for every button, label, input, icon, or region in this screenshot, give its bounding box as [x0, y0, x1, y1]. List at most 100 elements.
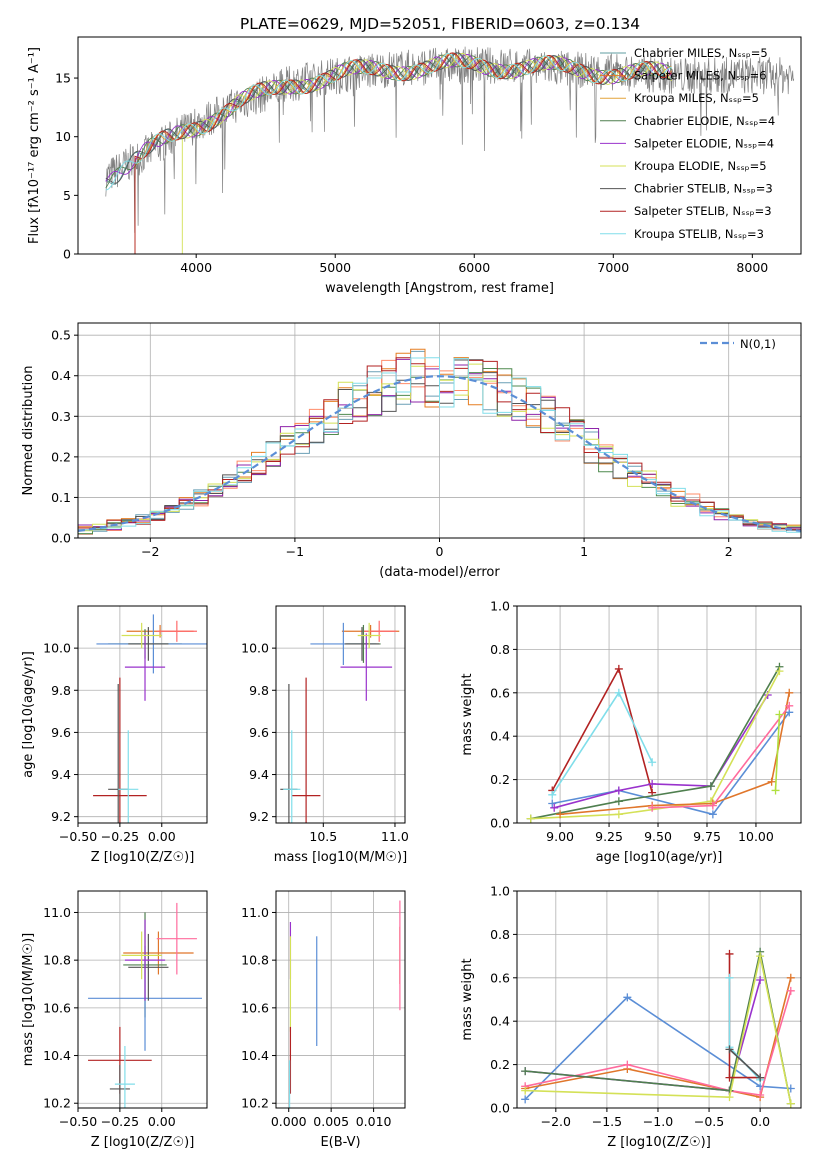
weight-marker — [786, 986, 795, 995]
x-tick-label: −0.50 — [59, 1114, 97, 1129]
weight-marker — [725, 1093, 734, 1102]
y-tick-label: 10.4 — [241, 1048, 269, 1063]
y-tick-label: 10 — [55, 129, 71, 144]
legend-entry: Kroupa ELODIE, Nₛₛₚ=5 — [634, 159, 767, 173]
errorbar-point — [156, 620, 197, 642]
x-tick-label: 0.005 — [313, 1114, 349, 1129]
legend-entry: N(0,1) — [740, 337, 776, 351]
y-tick-label: 10.2 — [241, 1096, 269, 1111]
x-tick-label: 9.75 — [693, 829, 721, 844]
weight-marker — [725, 973, 734, 982]
weight-line-8 — [728, 1048, 761, 1079]
legend-entry: Salpeter ELODIE, Nₛₛₚ=4 — [634, 136, 774, 150]
weight-marker — [725, 1045, 734, 1054]
spectrum-series — [105, 46, 795, 254]
y-axis-label: mass weight — [460, 958, 475, 1040]
x-tick-label: 4000 — [180, 260, 212, 275]
errorbar-point — [362, 620, 397, 642]
weight-marker — [756, 1090, 765, 1099]
y-tick-label: 9.6 — [249, 725, 269, 740]
y-tick-label: 0.4 — [490, 729, 510, 744]
panel-spectrum: 4000 5000 6000 7000 8000 0 5 10 15 wavelength [An… — [27, 36, 802, 296]
y-tick-label: 9.8 — [51, 683, 71, 698]
weight-marker — [725, 949, 734, 958]
weight-line-3 — [553, 694, 769, 809]
weight-marker — [526, 814, 535, 823]
x-axis-label: Z [log10(Z/Z☉)] — [91, 1135, 195, 1150]
axes-frame — [275, 890, 406, 1109]
y-tick-label: 9.4 — [249, 767, 269, 782]
x-tick-label: 0 — [436, 544, 444, 559]
weight-line-5 — [525, 955, 792, 1104]
model-line-8 — [105, 53, 672, 191]
errorbar-point — [121, 622, 162, 649]
panel-mass_vs_ebv: 0.000 0.005 0.010 10.2 10.4 10.6 10.8 11.0 E(B-V… — [241, 890, 406, 1150]
weight-line-0 — [524, 996, 791, 1100]
legend: N(0,1) — [700, 337, 776, 351]
x-axis-label: Z [log10(Z/Z☉)] — [91, 850, 195, 865]
x-tick-label: −0.25 — [101, 1114, 139, 1129]
weight-marker — [786, 973, 795, 982]
axes-frame — [77, 36, 802, 255]
y-tick-label: 11.0 — [241, 905, 269, 920]
legend-entry: Chabrier STELIB, Nₛₛₚ=3 — [634, 182, 773, 196]
x-axis-label: Z [log10(Z/Z☉)] — [607, 1135, 711, 1150]
x-tick-label: −0.25 — [101, 829, 139, 844]
y-tick-label: 10.8 — [43, 953, 71, 968]
weight-marker — [708, 801, 717, 810]
errorbar-series — [93, 614, 207, 823]
weight-line-4 — [530, 666, 781, 820]
axes-frame — [77, 605, 208, 824]
errorbar-point — [114, 1046, 135, 1108]
weight-marker — [775, 710, 784, 719]
weight-marker — [623, 1060, 632, 1069]
y-axis-label: mass weight — [460, 673, 475, 755]
y-tick-label: 0 — [63, 247, 71, 262]
y-tick-label: 10.6 — [241, 1000, 269, 1015]
weight-line-8 — [774, 714, 781, 791]
weight-marker — [771, 786, 780, 795]
axes-frame — [516, 605, 802, 824]
weight-line-2 — [552, 711, 790, 816]
weight-marker — [756, 975, 765, 984]
x-tick-label: 5000 — [319, 260, 351, 275]
errorbar-point — [118, 730, 139, 823]
x-tick-label: −2.0 — [541, 1114, 571, 1129]
y-axis-label: mass [log10(M/M☉)] — [21, 933, 36, 1066]
weight-marker — [614, 664, 623, 673]
weight-line-5 — [530, 670, 781, 820]
y-tick-label: 10.0 — [241, 641, 269, 656]
y-axis-label: Normed distribution — [21, 366, 36, 496]
y-tick-label: 0.8 — [490, 642, 510, 657]
legend-entry: Salpeter STELIB, Nₛₛₚ=3 — [634, 204, 772, 218]
x-tick-label: 6000 — [458, 260, 490, 275]
x-tick-label: −0.50 — [59, 829, 97, 844]
x-tick-label: −1.5 — [592, 1114, 622, 1129]
x-tick-label: −0.5 — [694, 1114, 724, 1129]
panel-age_vs_mass: 10.5 11.0 9.2 9.4 9.6 9.8 10.0 mass [log10(M/M☉… — [241, 605, 409, 865]
weight-marker — [614, 797, 623, 806]
y-tick-label: 10.4 — [43, 1048, 71, 1063]
y-tick-label: 0.1 — [51, 490, 71, 505]
x-tick-label: 0.010 — [356, 1114, 392, 1129]
errorbar-point — [357, 622, 381, 649]
axes-frame — [275, 605, 406, 824]
errorbar-series — [288, 900, 401, 1108]
legend-entry: Kroupa MILES, Nₛₛₚ=5 — [634, 91, 759, 105]
axes-frame — [77, 890, 208, 1109]
errorbar-point — [121, 931, 162, 980]
errorbar-point — [109, 1065, 130, 1108]
errorbar-point — [128, 627, 169, 661]
weight-marker — [648, 779, 657, 788]
errorbar-point — [124, 919, 166, 1001]
weight-marker — [521, 1095, 530, 1104]
y-axis-label: Flux [fλ10⁻¹⁷ erg cm⁻² s⁻¹ A⁻¹] — [27, 47, 42, 244]
panel-residual_histogram: −2 −1 0 1 2 0.0 0.1 0.2 0.3 0.4 0.5 (data-model)/er… — [21, 322, 802, 580]
x-tick-label: 9.00 — [546, 829, 574, 844]
y-tick-label: 0.4 — [490, 1014, 510, 1029]
y-tick-label: 15 — [55, 71, 71, 86]
y-tick-label: 10.6 — [43, 1000, 71, 1015]
weight-marker — [614, 786, 623, 795]
x-tick-label: 0.00 — [148, 829, 176, 844]
